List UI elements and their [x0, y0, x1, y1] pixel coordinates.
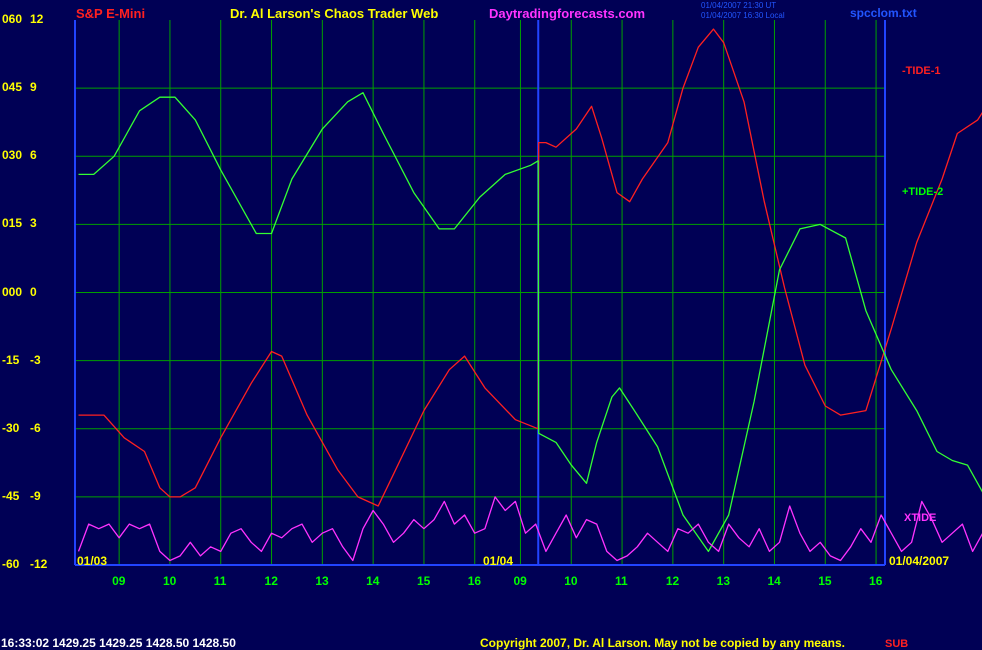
y-tick-label-outer: 000	[2, 284, 23, 299]
legend-tide1: -TIDE-1	[902, 65, 941, 77]
site-url[interactable]: Daytradingforecasts.com	[489, 6, 646, 21]
x-tick-label: 13	[716, 574, 731, 588]
x-tick-label: 12	[264, 574, 278, 588]
y-tick-label-inner: -3	[30, 352, 41, 367]
y-tick-label-outer: -30	[2, 420, 20, 435]
legend-xtide: XTIDE	[904, 512, 937, 524]
x-tick-label: 14	[767, 574, 781, 588]
x-tick-label: 15	[416, 574, 431, 588]
y-tick-label-inner: 9	[30, 80, 37, 95]
legend-tide2: +TIDE-2	[902, 186, 944, 198]
y-tick-label-inner: 6	[30, 148, 37, 163]
data-file-name: spcclom.txt	[850, 6, 917, 20]
x-tick-label: 09	[513, 574, 527, 588]
y-tick-label-outer: 015	[2, 216, 23, 231]
y-tick-label-inner: 12	[30, 12, 44, 26]
date-label-session1: 01/03	[77, 554, 108, 568]
y-tick-label-outer: -45	[2, 488, 20, 503]
x-tick-label: 09	[112, 574, 126, 588]
x-tick-label: 13	[315, 574, 329, 588]
y-tick-label-outer: -60	[2, 557, 20, 571]
x-tick-label: 10	[564, 574, 578, 588]
x-tick-label: 16	[869, 574, 883, 588]
x-tick-label: 16	[467, 574, 482, 588]
x-tick-label: 14	[366, 574, 380, 588]
y-tick-label-inner: 0	[30, 284, 37, 299]
y-tick-label-outer: -15	[2, 352, 20, 367]
symbol-title: S&P E-Mini	[76, 6, 146, 21]
series-tide1-line	[78, 28, 982, 507]
overlap-label: SUB	[885, 638, 909, 650]
x-tick-label: 11	[615, 574, 628, 588]
x-tick-label: 10	[162, 574, 177, 588]
site-title: Dr. Al Larson's Chaos Trader Web	[230, 6, 439, 21]
y-tick-label-inner: -6	[30, 420, 41, 435]
x-tick-label: 12	[665, 574, 680, 588]
copyright: Copyright 2007, Dr. Al Larson. May not b…	[480, 636, 845, 650]
chart-grid	[75, 20, 885, 565]
y-tick-label-outer: 045	[2, 80, 23, 95]
price-quote: 16:33:02 1429.25 1429.25 1428.50 1428.50	[1, 636, 236, 650]
x-tick-label: 15	[818, 574, 832, 588]
x-tick-label: 11	[213, 574, 227, 588]
series-tide2-line	[78, 92, 982, 553]
timestamp-local: 01/04/2007 16:30 Local	[701, 11, 785, 20]
date-label-current: 01/04/2007	[889, 554, 950, 568]
series-group	[77, 28, 982, 562]
y-tick-label-inner: -12	[30, 557, 48, 571]
y-tick-label-outer: 060	[2, 12, 23, 26]
y-tick-label-outer: 030	[2, 148, 23, 163]
y-tick-label-inner: -9	[30, 488, 41, 503]
y-tick-label-inner: 3	[30, 216, 37, 231]
series-xtide-line	[77, 496, 982, 562]
date-label-session2: 01/04	[483, 554, 514, 568]
timestamp-ut: 01/04/2007 21:30 UT	[701, 1, 777, 10]
